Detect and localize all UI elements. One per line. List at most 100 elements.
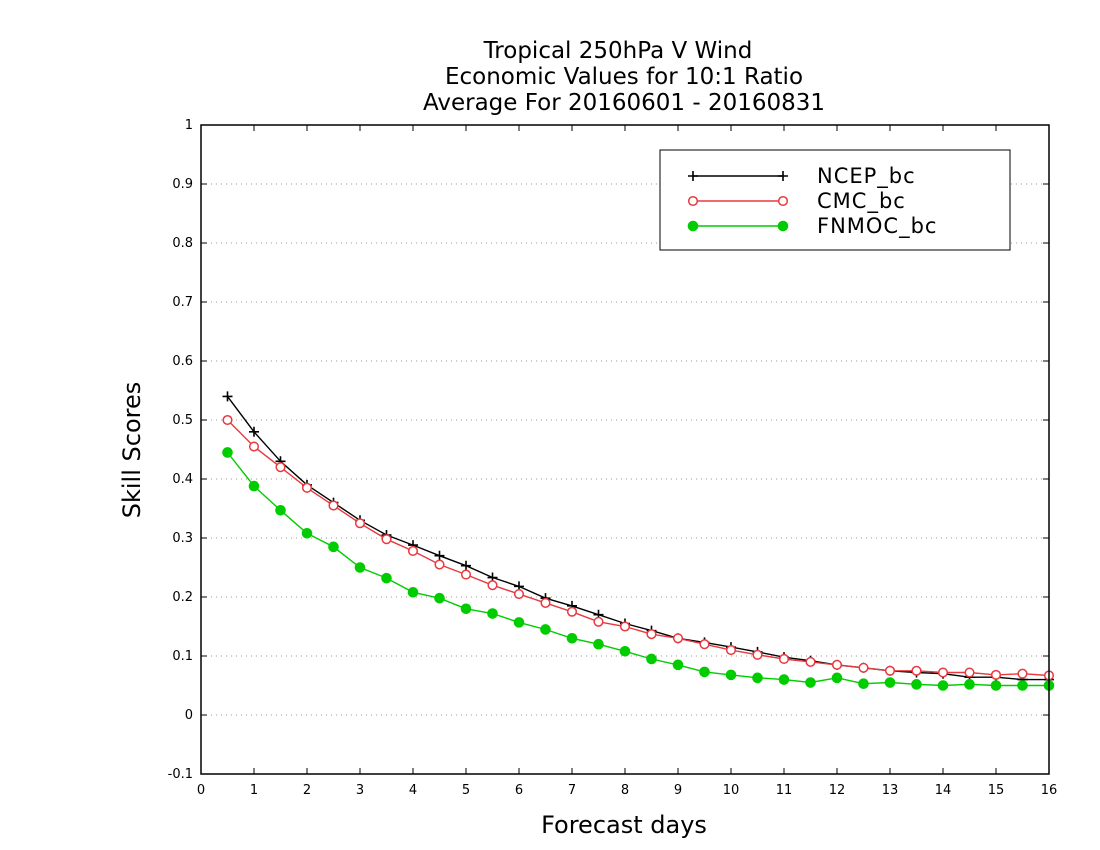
legend-label-fnmoc-bc: FNMOC_bc xyxy=(817,214,937,239)
data-point-cmc-bc xyxy=(407,545,419,557)
x-tick-label: 15 xyxy=(988,783,1005,798)
x-tick-label: 5 xyxy=(462,783,470,798)
data-point-fnmoc-bc xyxy=(725,669,737,681)
data-point-fnmoc-bc xyxy=(460,603,472,615)
data-point-cmc-bc xyxy=(858,662,869,673)
data-point-cmc-bc xyxy=(513,589,525,600)
legend-entry-fnmoc-bc: FNMOC_bc xyxy=(687,214,937,239)
x-tick-label: 13 xyxy=(882,783,899,798)
series-line-fnmoc-bc xyxy=(226,452,1049,687)
data-point-ncep-bc xyxy=(222,391,233,402)
data-point-fnmoc-bc xyxy=(858,678,869,690)
data-point-fnmoc-bc xyxy=(937,680,949,691)
y-tick-label: 0.7 xyxy=(172,295,193,310)
data-point-ncep-bc xyxy=(434,550,445,561)
y-tick-label: 0.9 xyxy=(172,177,193,192)
data-point-fnmoc-bc xyxy=(805,677,816,688)
x-tick-label: 16 xyxy=(1041,783,1058,798)
legend-label-cmc-bc: CMC_bc xyxy=(817,189,906,214)
data-point-cmc-bc xyxy=(937,667,949,678)
data-point-fnmoc-bc xyxy=(540,624,551,635)
legend-marker-ncep-bc xyxy=(778,171,788,181)
y-tick-label: 0.3 xyxy=(172,531,193,546)
data-point-cmc-bc xyxy=(884,665,896,676)
data-point-fnmoc-bc xyxy=(275,504,286,516)
data-point-cmc-bc xyxy=(672,633,684,644)
data-point-fnmoc-bc xyxy=(752,672,763,684)
x-tick-label: 10 xyxy=(723,783,740,798)
series-line-cmc-bc xyxy=(227,419,1050,677)
y-axis-title: Skill Scores xyxy=(118,382,146,519)
data-point-cmc-bc xyxy=(911,665,922,676)
x-tick-label: 4 xyxy=(409,783,417,798)
y-tick-label: 0.4 xyxy=(172,472,193,487)
legend-entry-ncep-bc: NCEP_bc xyxy=(688,164,916,189)
y-tick-label: 0.8 xyxy=(172,236,193,251)
data-point-cmc-bc xyxy=(460,569,472,580)
x-axis-title: Forecast days xyxy=(541,811,707,839)
x-tick-label: 6 xyxy=(515,783,523,798)
data-point-fnmoc-bc xyxy=(301,527,313,539)
data-point-cmc-bc xyxy=(1017,668,1028,679)
x-tick-label: 7 xyxy=(568,783,576,798)
data-point-cmc-bc xyxy=(540,597,551,608)
series-layer xyxy=(222,391,1055,691)
data-point-cmc-bc xyxy=(328,500,339,511)
y-tick-label: -0.1 xyxy=(168,767,193,782)
data-point-fnmoc-bc xyxy=(990,680,1002,691)
data-point-fnmoc-bc xyxy=(487,608,498,619)
data-point-cmc-bc xyxy=(619,621,631,632)
chart-title-line-3: Average For 20160601 - 20160831 xyxy=(423,90,825,116)
data-point-cmc-bc xyxy=(222,414,233,426)
data-point-fnmoc-bc xyxy=(911,679,922,690)
data-point-fnmoc-bc xyxy=(699,666,710,678)
data-point-fnmoc-bc xyxy=(513,617,525,628)
legend-label-ncep-bc: NCEP_bc xyxy=(817,164,916,189)
data-point-cmc-bc xyxy=(487,580,498,591)
x-tick-label: 2 xyxy=(303,783,311,798)
data-point-fnmoc-bc xyxy=(248,480,260,492)
series-cmc-bc xyxy=(222,414,1055,681)
x-tick-label: 12 xyxy=(829,783,846,798)
y-tick-label: 1 xyxy=(185,118,193,133)
data-point-fnmoc-bc xyxy=(619,645,631,657)
chart-title-line-2: Economic Values for 10:1 Ratio xyxy=(445,64,803,90)
legend-box xyxy=(659,149,1011,251)
legend-marker-ncep-bc xyxy=(688,171,698,181)
axes: -0.100.10.20.30.40.50.60.70.80.910 1 2 3 4 5 6… xyxy=(168,118,1058,798)
data-point-fnmoc-bc xyxy=(381,572,392,584)
data-point-fnmoc-bc xyxy=(328,541,339,553)
data-point-fnmoc-bc xyxy=(831,672,843,684)
data-point-fnmoc-bc xyxy=(884,677,896,688)
data-point-cmc-bc xyxy=(275,462,286,473)
data-point-cmc-bc xyxy=(434,559,445,570)
data-point-cmc-bc xyxy=(248,441,260,452)
y-tick-label: 0.2 xyxy=(172,590,193,605)
x-tick-label: 9 xyxy=(674,783,682,798)
data-point-fnmoc-bc xyxy=(1017,680,1028,691)
y-tick-label: 0.6 xyxy=(172,354,193,369)
x-tick-label: 0 xyxy=(197,783,205,798)
data-point-cmc-bc xyxy=(593,616,604,627)
data-point-cmc-bc xyxy=(752,649,763,660)
x-tick-label: 8 xyxy=(621,783,629,798)
data-point-fnmoc-bc xyxy=(964,679,975,690)
legend-marker-cmc-bc xyxy=(777,195,789,207)
legend-marker-cmc-bc xyxy=(687,195,699,207)
series-ncep-bc xyxy=(222,391,1054,685)
data-point-ncep-bc xyxy=(249,426,259,437)
data-point-cmc-bc xyxy=(805,656,816,667)
data-point-ncep-bc xyxy=(461,560,471,571)
chart-title: Tropical 250hPa V Wind Economic Values f… xyxy=(423,38,825,116)
data-point-cmc-bc xyxy=(778,653,790,665)
data-point-fnmoc-bc xyxy=(566,633,578,644)
data-point-cmc-bc xyxy=(699,639,710,650)
data-point-fnmoc-bc xyxy=(778,674,790,685)
data-point-cmc-bc xyxy=(566,606,578,617)
x-tick-label: 1 xyxy=(250,783,258,798)
data-point-fnmoc-bc xyxy=(593,638,604,650)
data-point-cmc-bc xyxy=(354,518,366,529)
x-tick-label: 14 xyxy=(935,783,952,798)
